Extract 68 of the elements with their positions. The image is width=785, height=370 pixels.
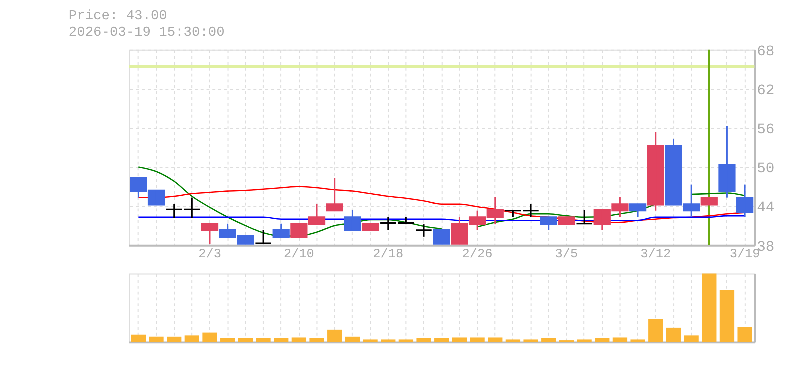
candlestick xyxy=(344,209,362,232)
x-tick-label: 3/19 xyxy=(730,246,760,262)
bar xyxy=(612,338,628,342)
bar xyxy=(738,327,752,342)
x-tick-label: 2/26 xyxy=(462,246,493,262)
candlestick xyxy=(201,223,219,245)
bar xyxy=(149,336,164,342)
bar xyxy=(720,290,735,342)
candlestick xyxy=(433,229,450,245)
candlestick xyxy=(522,204,540,218)
bar xyxy=(666,328,682,342)
y-tick-label: 62 xyxy=(757,83,775,100)
candlestick xyxy=(166,204,183,219)
bar xyxy=(381,340,396,342)
candlestick xyxy=(272,223,290,238)
x-tick-label: 2/10 xyxy=(284,246,314,262)
candlestick xyxy=(504,210,522,218)
bar xyxy=(345,336,360,342)
bar xyxy=(238,338,254,342)
bar xyxy=(452,338,468,342)
candlestick xyxy=(326,178,344,212)
candlestick xyxy=(736,184,754,218)
candlestick xyxy=(576,209,594,226)
bar xyxy=(398,340,414,342)
bar xyxy=(328,330,342,342)
bar xyxy=(524,340,538,342)
bar xyxy=(274,338,289,342)
bar xyxy=(310,338,324,342)
x-tick-label: 2/3 xyxy=(198,246,222,262)
bar xyxy=(184,336,200,342)
bar xyxy=(470,338,485,342)
bar xyxy=(684,336,699,342)
y-tick-label: 50 xyxy=(757,162,775,178)
bar xyxy=(702,274,717,342)
bar xyxy=(363,340,378,342)
candlestick xyxy=(362,223,380,232)
bar xyxy=(595,338,610,342)
bar xyxy=(577,340,592,342)
candlestick xyxy=(254,230,272,244)
bar xyxy=(630,340,646,342)
candlestick xyxy=(540,216,558,232)
bar xyxy=(542,338,556,342)
x-tick-label: 3/12 xyxy=(640,246,672,262)
bar xyxy=(202,332,218,342)
bar xyxy=(648,319,664,342)
candlestick xyxy=(700,197,718,206)
bar xyxy=(506,340,521,342)
chart-subtitle: 2026-03-19 15:30:00 xyxy=(68,26,225,42)
chart-title: Price: 43.00 xyxy=(68,10,168,25)
bar xyxy=(256,338,271,342)
bar xyxy=(434,338,450,342)
x-tick-label: 2/18 xyxy=(373,246,404,262)
candlestick xyxy=(184,197,201,219)
candlestick xyxy=(630,204,647,218)
bar xyxy=(131,334,146,342)
y-tick-label: 44 xyxy=(757,200,775,217)
bar xyxy=(488,338,503,342)
candlestick xyxy=(558,216,576,226)
candlestick xyxy=(415,224,433,238)
y-tick-label: 56 xyxy=(757,122,775,138)
y-tick-label: 68 xyxy=(757,44,775,60)
bar xyxy=(292,338,307,342)
candlestick xyxy=(398,216,415,226)
bar xyxy=(220,338,236,342)
bar xyxy=(167,336,182,342)
x-tick-label: 3/5 xyxy=(555,246,578,262)
candlestick xyxy=(380,216,397,232)
bar xyxy=(416,338,432,342)
